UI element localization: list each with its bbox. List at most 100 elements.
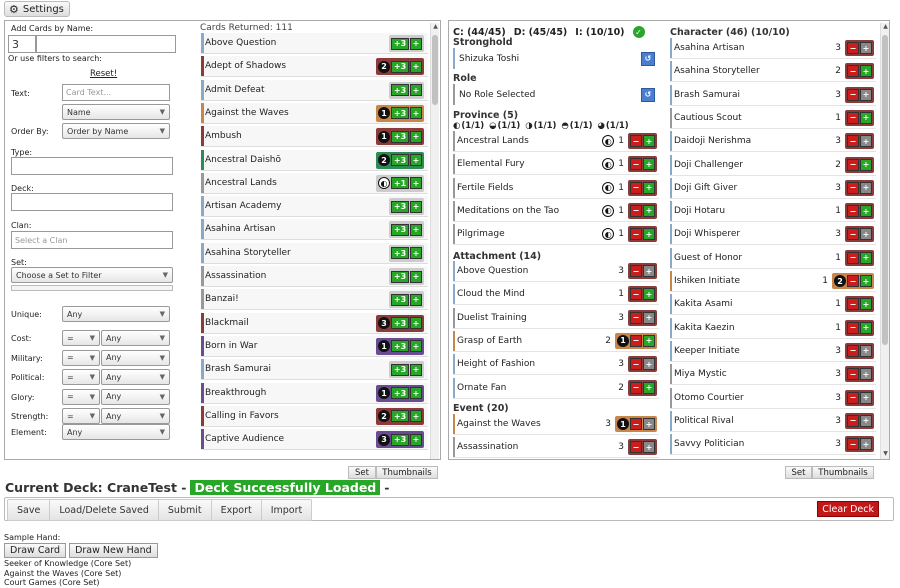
add-one-button[interactable]: +	[643, 181, 655, 194]
remove-one-button[interactable]: −	[630, 228, 642, 241]
add-one-button[interactable]: +	[860, 275, 872, 287]
add-three-button[interactable]: +3	[391, 387, 409, 399]
add-one-button[interactable]: +	[410, 107, 422, 120]
set-select[interactable]: Choose a Set to Filter ▼	[11, 267, 173, 283]
add-one-button[interactable]: +	[643, 334, 655, 347]
add-one-button[interactable]: +	[860, 228, 872, 241]
reset-link[interactable]: Reset!	[90, 69, 118, 79]
add-one-button[interactable]: +	[410, 84, 422, 97]
remove-one-button[interactable]: −	[847, 438, 859, 451]
remove-one-button[interactable]: −	[847, 228, 859, 241]
add-one-button[interactable]: +	[643, 381, 655, 394]
add-one-button[interactable]: +	[410, 177, 422, 190]
card-list-item[interactable]: Ancestral Lands ◐ +1 +	[201, 172, 428, 194]
military-operator-select[interactable]: = ▼	[62, 349, 100, 366]
add-one-button[interactable]: +	[643, 204, 655, 217]
card-list-item[interactable]: Born in War 1 +3 +	[201, 335, 428, 357]
card-list-item[interactable]: Assassination +3 +	[201, 266, 428, 287]
add-one-button[interactable]: +	[410, 247, 422, 260]
card-name-input[interactable]	[36, 35, 176, 53]
card-list-item[interactable]: Captive Audience 3 +3 +	[201, 429, 428, 451]
add-one-button[interactable]: +	[410, 154, 422, 166]
remove-one-button[interactable]: −	[630, 135, 642, 147]
stronghold-row[interactable]: Shizuka Toshi ↺	[453, 48, 659, 69]
add-three-button[interactable]: +3	[391, 154, 409, 166]
add-three-button[interactable]: +3	[391, 84, 409, 97]
remove-one-button[interactable]: −	[847, 298, 859, 311]
deck-card-row[interactable]: Daidoji Nerishma 3− +	[670, 131, 876, 153]
card-list-item[interactable]: Ambush 1 +3 +	[201, 126, 428, 148]
add-three-button[interactable]: +3	[391, 340, 409, 353]
draw-card-button[interactable]: Draw Card	[4, 543, 67, 558]
deck-card-row[interactable]: Keeper Initiate 3− +	[670, 340, 876, 362]
deck-card-row[interactable]: Doji Whisperer 3− +	[670, 224, 876, 246]
scroll-up-icon[interactable]: ▲	[883, 23, 888, 30]
add-one-button[interactable]: +	[410, 200, 422, 213]
deck-card-row[interactable]: Assassination 3− +	[453, 437, 659, 459]
add-one-button[interactable]: +	[410, 317, 422, 330]
remove-one-button[interactable]: −	[847, 391, 859, 404]
add-three-button[interactable]: +3	[391, 270, 409, 283]
add-one-button[interactable]: +	[860, 135, 872, 148]
add-three-button[interactable]: +3	[391, 410, 409, 423]
deck-thumbnails-view-button[interactable]: Thumbnails	[812, 466, 874, 479]
add-one-button[interactable]: +	[860, 88, 872, 101]
scroll-up-icon[interactable]: ▲	[433, 23, 438, 30]
strength-value-select[interactable]: Any ▼	[101, 408, 170, 424]
deck-card-row[interactable]: Savvy Politician 3− +	[670, 434, 876, 456]
remove-one-button[interactable]: −	[630, 311, 642, 324]
add-three-button[interactable]: +3	[391, 293, 409, 306]
deck-card-row[interactable]: Duelist Training 3− +	[453, 307, 659, 329]
deck-scrollbar[interactable]: ▲ ▼	[880, 23, 889, 459]
save-button[interactable]: Save	[8, 500, 51, 520]
add-three-button[interactable]: +3	[391, 247, 409, 260]
remove-one-button[interactable]: −	[630, 418, 642, 430]
order-select[interactable]: Order by Name ▼	[62, 123, 170, 139]
add-one-button[interactable]: +	[410, 293, 422, 306]
add-one-button[interactable]: +	[860, 65, 872, 78]
deck-card-row[interactable]: Doji Challenger 2− +	[670, 154, 876, 176]
add-one-button[interactable]: +	[643, 265, 655, 277]
card-list-item[interactable]: Asahina Artisan +3 +	[201, 219, 428, 241]
add-one-button[interactable]: +	[860, 414, 872, 427]
card-list-item[interactable]: Artisan Academy +3 +	[201, 196, 428, 218]
card-list-item[interactable]: Blackmail 3 +3 +	[201, 312, 428, 334]
add-one-button[interactable]: +	[643, 135, 655, 147]
export-button[interactable]: Export	[212, 500, 262, 520]
remove-one-button[interactable]: −	[847, 205, 859, 218]
card-list-item[interactable]: Against the Waves 1 +3 +	[201, 102, 428, 124]
card-list-item[interactable]: Ancestral Daishō 2 +3 +	[201, 149, 428, 171]
role-row[interactable]: No Role Selected ↺	[453, 84, 659, 105]
add-three-button[interactable]: +3	[391, 130, 409, 143]
deck-card-row[interactable]: Ancestral Lands ◐ 1− +	[453, 131, 659, 152]
add-one-button[interactable]: +	[860, 438, 872, 451]
remove-one-button[interactable]: −	[847, 321, 859, 334]
add-one-button[interactable]: +	[860, 181, 872, 194]
deck-card-row[interactable]: Cloud the Mind 1− +	[453, 284, 659, 306]
quantity-input[interactable]: 3	[8, 35, 36, 53]
deck-card-row[interactable]: Guest of Honor 1− +	[670, 247, 876, 269]
political-value-select[interactable]: Any ▼	[101, 369, 170, 385]
remove-one-button[interactable]: −	[630, 441, 642, 454]
deck-card-row[interactable]: Above Question 3− +	[453, 261, 659, 282]
deck-input[interactable]	[11, 193, 173, 211]
cost-value-select[interactable]: Any ▼	[101, 330, 170, 346]
remove-one-button[interactable]: −	[630, 204, 642, 217]
import-button[interactable]: Import	[270, 504, 303, 516]
add-three-button[interactable]: +3	[391, 433, 409, 446]
add-one-button[interactable]: +	[860, 368, 872, 381]
remove-one-button[interactable]: −	[847, 251, 859, 264]
add-one-button[interactable]: +	[860, 111, 872, 124]
add-one-button[interactable]: +	[643, 358, 655, 371]
deck-card-row[interactable]: Asahina Artisan 3− +	[670, 38, 876, 59]
remove-one-button[interactable]: −	[847, 135, 859, 148]
strength-operator-select[interactable]: = ▼	[62, 408, 100, 424]
add-one-button[interactable]: +	[410, 387, 422, 399]
deck-card-row[interactable]: Grasp of Earth 2 1− +	[453, 330, 659, 352]
remove-one-button[interactable]: −	[847, 181, 859, 194]
glory-value-select[interactable]: Any ▼	[101, 388, 170, 405]
cost-operator-select[interactable]: = ▼	[62, 330, 100, 346]
deck-card-row[interactable]: Kakita Kaezin 1− +	[670, 317, 876, 339]
add-one-button[interactable]: +	[410, 270, 422, 283]
card-list-item[interactable]: Asahina Storyteller +3 +	[201, 242, 428, 264]
